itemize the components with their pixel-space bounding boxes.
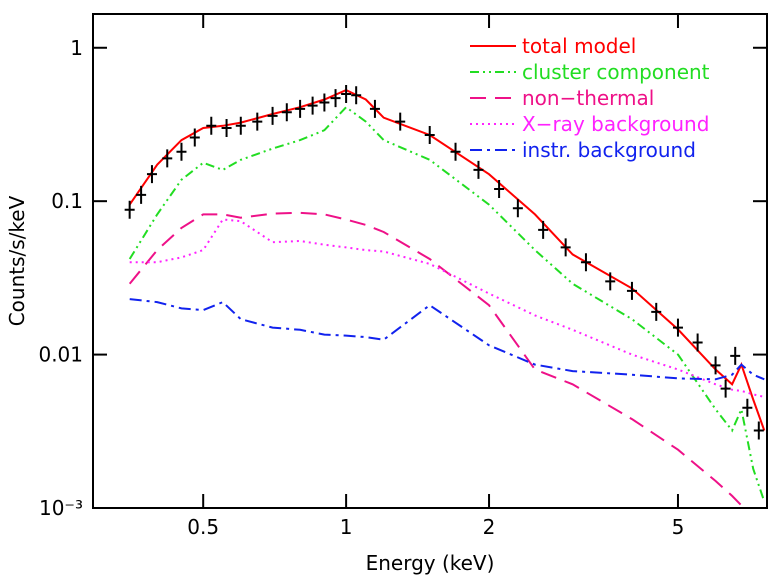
data-point [281, 103, 292, 122]
y-tick-label: 0.1 [51, 189, 83, 213]
legend-label: instr. background [522, 138, 696, 162]
series-line [129, 218, 765, 398]
data-point [235, 116, 246, 135]
data-point [176, 142, 187, 161]
data-point [626, 281, 637, 300]
x-tick-label: 2 [483, 515, 496, 539]
data-point [692, 333, 703, 352]
data-point [710, 356, 721, 375]
data-point [494, 180, 505, 199]
data-point [730, 346, 741, 365]
data-point [307, 96, 318, 115]
data-point [424, 126, 435, 145]
x-axis-label: Energy (keV) [366, 551, 495, 575]
y-tick-label: 10⁻³ [39, 496, 83, 520]
y-axis-label: Counts/s/keV [5, 195, 29, 326]
data-point [672, 318, 683, 337]
legend-label: X−ray background [522, 112, 709, 136]
data-point [162, 149, 173, 168]
data-point [341, 84, 352, 103]
legend-label: cluster component [522, 60, 710, 84]
data-point [330, 89, 341, 108]
data-point [206, 116, 217, 135]
data-point [720, 379, 731, 398]
series-line [129, 298, 765, 381]
data-point [753, 421, 764, 440]
data-point [651, 302, 662, 321]
data-point [512, 199, 523, 218]
series-line [128, 105, 766, 502]
data-point [450, 142, 461, 161]
legend-label: total model [522, 34, 636, 58]
data-point [605, 272, 616, 291]
plot-frame [92, 13, 768, 509]
data-point [136, 185, 147, 204]
x-tick-label: 1 [340, 515, 353, 539]
data-point [351, 86, 362, 105]
data-point [538, 220, 549, 239]
data-point [221, 118, 232, 137]
data-point [189, 128, 200, 147]
data-point [252, 112, 263, 131]
data-point [267, 106, 278, 125]
series-line [128, 211, 743, 507]
data-point [473, 160, 484, 179]
data-point [395, 112, 406, 131]
legend-label: non−thermal [522, 86, 654, 110]
data-point [369, 99, 380, 118]
x-tick-label: 0.5 [187, 515, 219, 539]
data-point [295, 99, 306, 118]
data-point [580, 253, 591, 272]
x-tick-label: 5 [672, 515, 685, 539]
data-point [560, 238, 571, 257]
data-point [742, 398, 753, 417]
data-point [124, 200, 135, 219]
y-tick-label: 0.01 [38, 343, 83, 367]
data-point [319, 93, 330, 112]
data-point [146, 165, 157, 184]
y-tick-label: 1 [70, 36, 83, 60]
